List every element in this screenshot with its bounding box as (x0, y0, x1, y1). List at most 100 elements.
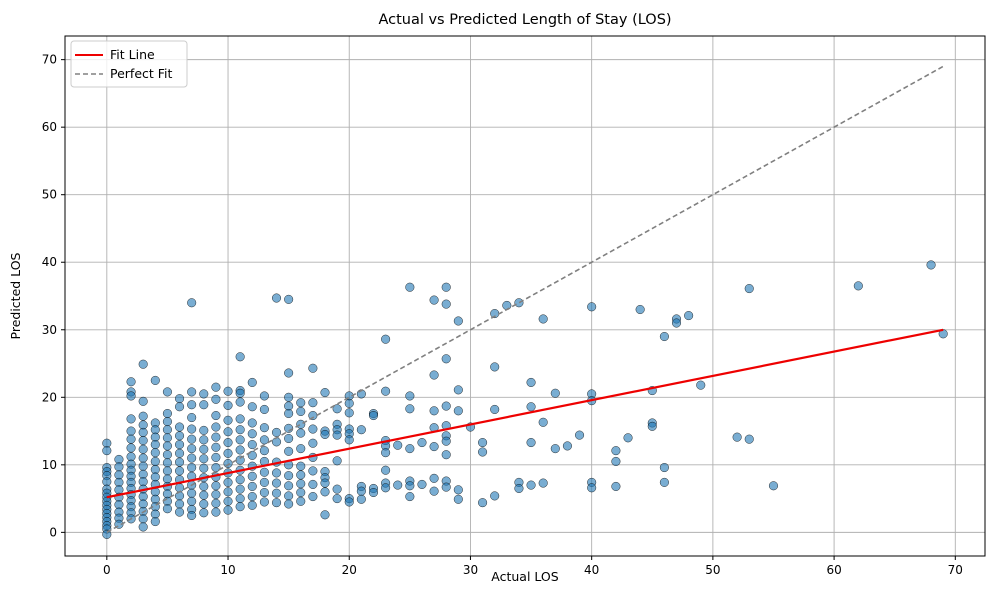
fit-line (106, 328, 944, 499)
data-point (235, 397, 245, 407)
data-point (126, 443, 136, 453)
data-point (417, 437, 427, 448)
data-point (271, 488, 282, 498)
data-point (550, 388, 560, 398)
data-point (429, 486, 439, 496)
data-point (744, 434, 754, 444)
data-point (259, 467, 269, 477)
data-point (223, 415, 233, 425)
data-point (187, 496, 197, 506)
chart-title: Actual vs Predicted Length of Stay (LOS) (378, 12, 671, 28)
data-point (114, 462, 124, 472)
data-point (356, 494, 366, 504)
data-point (611, 481, 621, 491)
data-point (138, 435, 148, 446)
data-point (381, 483, 391, 493)
data-point (199, 454, 209, 464)
data-point (514, 298, 524, 308)
data-point (417, 479, 427, 489)
y-tick-label: 0 (49, 525, 57, 539)
data-point (344, 398, 354, 408)
data-point (308, 479, 318, 489)
data-point (126, 414, 136, 424)
data-point (320, 388, 330, 398)
data-point (490, 362, 500, 372)
data-point (284, 499, 294, 509)
data-point (199, 481, 209, 491)
data-point (259, 487, 269, 498)
data-point (174, 431, 185, 441)
data-point (526, 437, 536, 448)
legend-fit-line-label: Fit Line (110, 47, 155, 62)
data-point (296, 496, 306, 506)
data-point (647, 421, 657, 431)
data-point (126, 377, 136, 387)
data-point (344, 435, 354, 445)
data-point (696, 380, 706, 390)
data-point (187, 424, 197, 434)
data-point (174, 394, 185, 404)
data-point (271, 427, 282, 437)
data-point (174, 440, 185, 450)
data-point (247, 492, 257, 502)
data-point (284, 368, 294, 378)
x-tick-label: 40 (584, 563, 599, 577)
data-point (429, 295, 439, 305)
data-point (126, 426, 136, 436)
data-point (187, 462, 197, 473)
data-point (162, 408, 172, 419)
data-point (453, 485, 463, 495)
data-point (199, 463, 209, 473)
data-point (684, 311, 694, 321)
x-tick-label: 60 (826, 563, 841, 577)
data-point (235, 502, 245, 512)
data-point (211, 382, 221, 392)
data-point (211, 498, 221, 508)
data-point (732, 432, 742, 442)
data-point (174, 422, 185, 432)
data-point (308, 438, 318, 448)
data-point (138, 453, 148, 463)
y-tick-label: 70 (42, 53, 57, 67)
data-point (235, 352, 245, 362)
data-point (381, 448, 391, 458)
data-point (332, 404, 342, 414)
data-point (271, 498, 282, 508)
data-point (332, 430, 342, 440)
data-point (429, 473, 439, 483)
data-point (174, 499, 185, 509)
data-point (296, 479, 306, 489)
data-point (162, 504, 172, 514)
data-point (162, 425, 172, 435)
data-point (671, 318, 682, 328)
data-point (441, 354, 451, 364)
data-point (223, 477, 233, 487)
data-point (538, 478, 548, 488)
data-point (490, 404, 500, 415)
data-point (174, 457, 185, 467)
data-point (296, 444, 306, 454)
data-point (187, 400, 197, 410)
data-point (853, 281, 863, 291)
data-point (429, 442, 439, 452)
data-point (199, 400, 209, 410)
x-tick-label: 30 (463, 563, 478, 577)
data-point (284, 471, 294, 481)
data-point (223, 427, 233, 437)
x-tick-label: 70 (948, 563, 963, 577)
data-point (174, 402, 185, 412)
data-point (150, 448, 160, 458)
data-point (138, 461, 148, 471)
data-point (138, 396, 148, 406)
data-point (405, 444, 415, 454)
data-point (223, 437, 233, 448)
data-point (453, 494, 463, 504)
data-point (162, 466, 172, 476)
data-point (211, 489, 221, 500)
data-point (284, 433, 294, 444)
data-point (211, 507, 221, 517)
data-point (587, 302, 597, 312)
data-point (247, 402, 257, 412)
x-axis-label: Actual LOS (491, 569, 558, 584)
